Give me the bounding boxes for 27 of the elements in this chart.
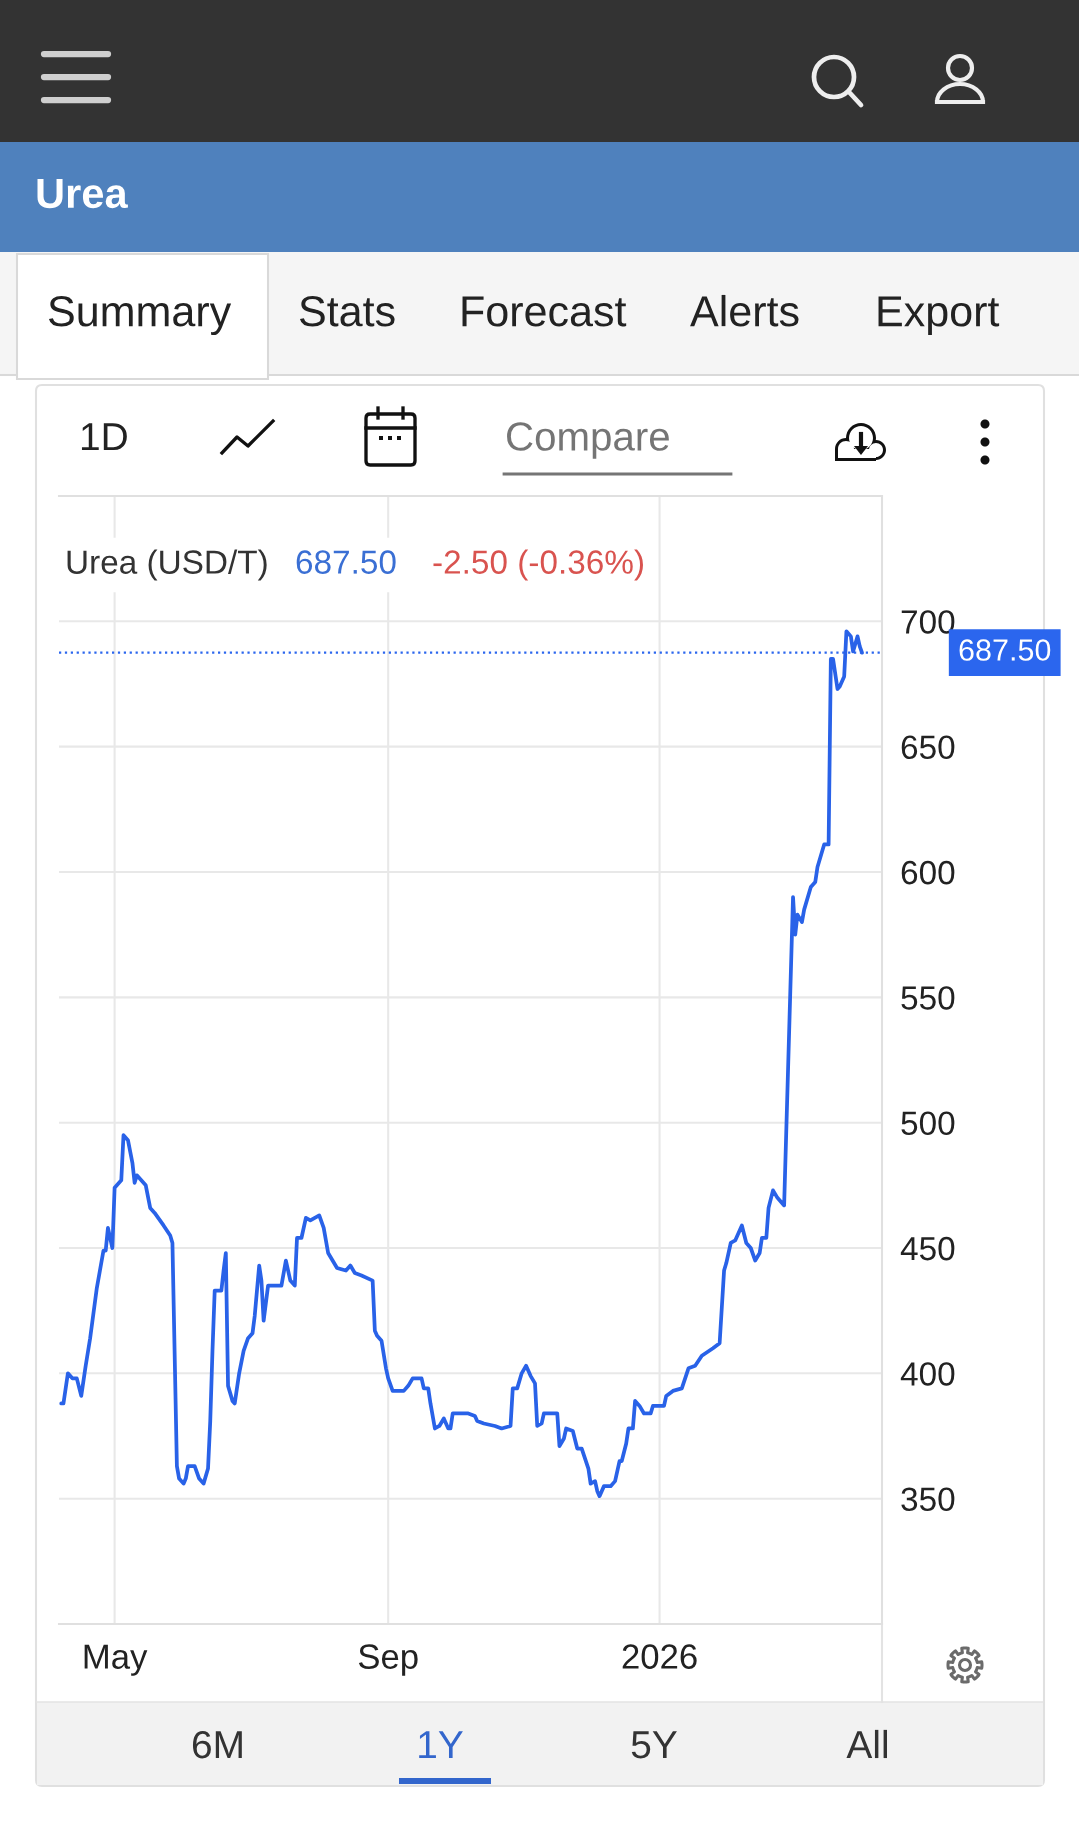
annotation: 687.50 — [296, 550, 396, 574]
chart-title: Urea — [37, 179, 128, 209]
text: 5Y — [631, 1731, 677, 1759]
x-tick-label: May — [84, 1644, 148, 1676]
text: Forecast — [462, 296, 627, 327]
y-tick-label: 550 — [901, 986, 955, 1010]
y-tick-label: 600 — [901, 860, 955, 885]
x-tick-label: 2026 — [622, 1644, 697, 1669]
ref-line-label: 687.50 — [959, 639, 1051, 661]
y-tick-label: 450 — [900, 1236, 955, 1261]
text: Compare — [507, 422, 669, 459]
text: Export — [878, 296, 1000, 336]
text: Summary — [48, 296, 232, 336]
y-tick-label: 700 — [901, 610, 955, 634]
annotation: -2.50 (-0.36%) — [433, 549, 643, 581]
text: 6M — [192, 1730, 242, 1759]
annotation: Urea (USD/T) — [67, 549, 267, 581]
text: Alerts — [690, 294, 799, 327]
y-tick-label: 350 — [901, 1487, 955, 1512]
text: 1Y — [419, 1731, 463, 1759]
x-tick-label: Sep — [358, 1644, 418, 1676]
y-tick-label: 650 — [901, 735, 955, 760]
text: All — [846, 1729, 888, 1759]
y-tick-label: 400 — [900, 1362, 955, 1386]
text: 1D — [81, 423, 127, 451]
text: Stats — [299, 296, 395, 327]
y-tick-label: 500 — [901, 1111, 955, 1136]
